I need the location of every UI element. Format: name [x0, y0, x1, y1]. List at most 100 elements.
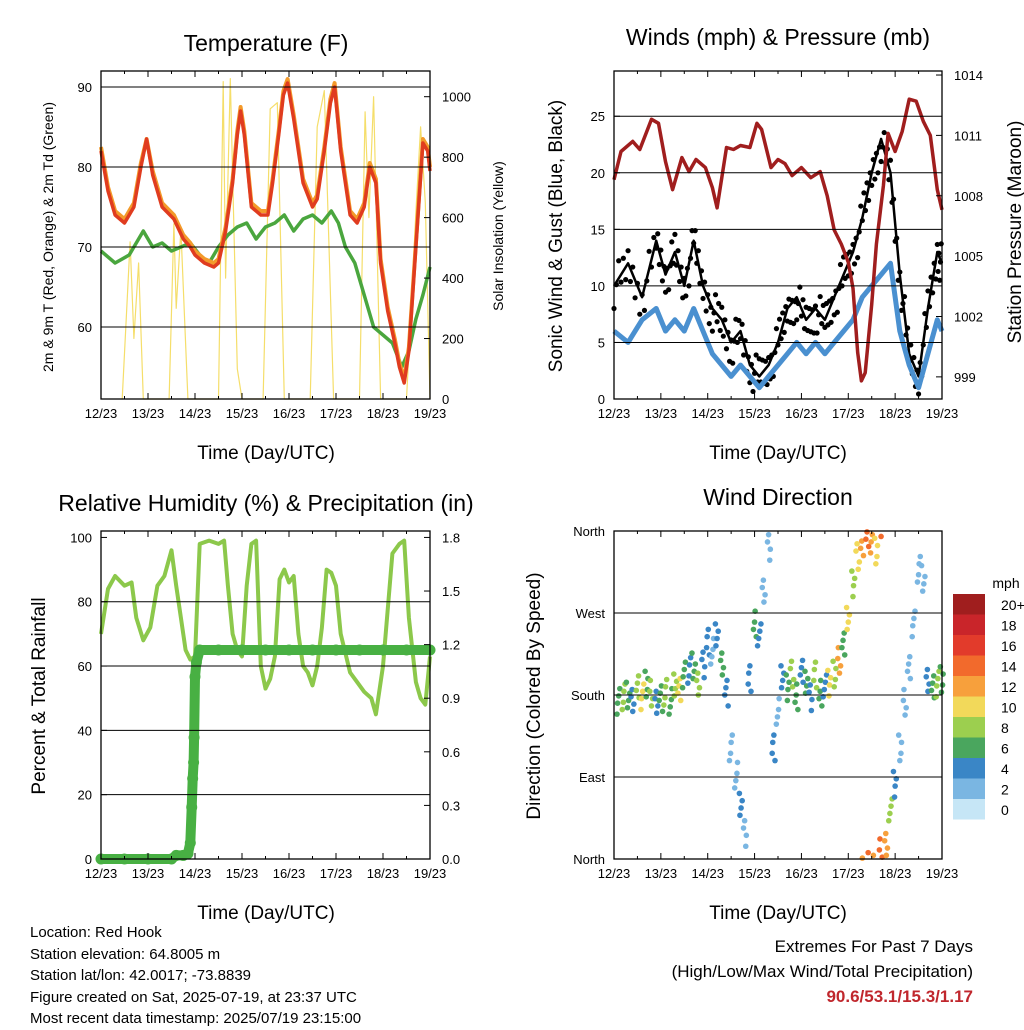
gust-point [669, 239, 675, 245]
direction-point [783, 672, 790, 678]
x-tick-label: 17/23 [832, 866, 865, 881]
direction-point [876, 847, 883, 853]
humidity-xlabel: Time (Day/UTC) [197, 903, 335, 924]
gust-point [700, 295, 706, 302]
gust-point [719, 304, 725, 310]
direction-point [878, 533, 884, 540]
direction-point [841, 652, 848, 658]
direction-point [727, 750, 734, 757]
direction-point [785, 686, 791, 693]
direction-point [792, 699, 798, 706]
direction-point [666, 711, 672, 717]
y-tick-label: West [576, 606, 606, 621]
gust-point [739, 321, 745, 327]
direction-point [733, 777, 739, 784]
direction-point [634, 680, 641, 686]
recent-timestamp: Most recent data timestamp: 2025/07/19 2… [30, 1010, 362, 1027]
gust-point [672, 231, 678, 237]
direction-point [831, 684, 838, 690]
gust-point [817, 293, 823, 300]
direction-point [769, 750, 775, 757]
direction-point [757, 628, 763, 635]
x-tick-label: 15/23 [738, 866, 771, 881]
direction-point [635, 673, 642, 679]
direction-point [802, 668, 808, 675]
direction-point [897, 757, 903, 764]
direction-point [827, 674, 834, 681]
gust-point [776, 316, 783, 322]
gust-point [933, 276, 939, 282]
gust-point [934, 241, 940, 248]
temperature-title: Temperature (F) [184, 30, 349, 56]
legend-title: mph [992, 575, 1019, 591]
direction-point [775, 706, 782, 713]
x-tick-label: 19/23 [926, 406, 959, 421]
direction-point [717, 657, 724, 664]
direction-point [823, 672, 830, 678]
direction-point [694, 670, 701, 676]
direction-point [779, 677, 786, 684]
direction-point [790, 676, 797, 683]
gust-point [666, 287, 672, 293]
y2-tick-label: 1.2 [442, 638, 460, 653]
direction-point [849, 568, 855, 574]
y-tick-label: 20 [78, 788, 92, 803]
direction-point [887, 810, 893, 817]
direction-point [755, 635, 762, 642]
direction-point [812, 659, 819, 665]
gust-point [692, 228, 698, 234]
direction-point [776, 695, 782, 702]
y2-tick-label: 200 [442, 332, 464, 347]
gust-point [716, 300, 722, 307]
direction-point [865, 849, 871, 856]
direction-point [821, 686, 828, 693]
direction-point [670, 671, 677, 677]
direction-point [840, 637, 846, 644]
gust-point [851, 261, 858, 267]
gust-point [623, 277, 629, 283]
gust-point [632, 295, 638, 301]
direction-point [833, 665, 839, 672]
direction-point [936, 668, 942, 675]
direction-point [826, 693, 832, 699]
gust-point [794, 317, 800, 323]
direction-point [795, 706, 801, 713]
direction-point [629, 708, 636, 715]
x-tick-label: 12/23 [85, 406, 118, 421]
x-tick-label: 13/23 [132, 406, 165, 421]
x-tick-label: 18/23 [367, 866, 400, 881]
direction-point [693, 677, 700, 684]
direction-point [615, 693, 622, 699]
direction-point [619, 706, 626, 713]
x-tick-label: 17/23 [320, 866, 353, 881]
station-latlon: Station lat/lon: 42.0017; -73.8839 [30, 967, 252, 984]
x-tick-label: 14/23 [179, 406, 212, 421]
x-tick-label: 14/23 [691, 866, 724, 881]
direction-point [923, 673, 930, 680]
direction-title: Wind Direction [703, 484, 853, 510]
direction-point [736, 790, 743, 797]
direction-point [741, 817, 748, 824]
gust-point [655, 231, 661, 237]
direction-point [830, 658, 836, 665]
extremes-title: Extremes For Past 7 Days [774, 937, 973, 956]
direction-xlabel: Time (Day/UTC) [709, 903, 847, 924]
legend-label: 18 [1001, 618, 1017, 634]
gust-point [791, 320, 797, 327]
legend-label: 14 [1001, 659, 1017, 675]
direction-point [623, 679, 630, 686]
legend-swatch [953, 737, 985, 758]
gust-point [620, 255, 626, 261]
station-elevation: Station elevation: 64.8005 m [30, 945, 221, 963]
pressure-line [612, 97, 944, 383]
direction-point [832, 676, 839, 683]
x-tick-label: 12/23 [598, 406, 631, 421]
gust-point [753, 352, 759, 358]
gust-point [814, 330, 820, 336]
direction-point [918, 562, 925, 569]
direction-point [765, 531, 772, 538]
direction-point [679, 684, 686, 691]
gust-point [709, 328, 716, 334]
direction-point [771, 732, 777, 738]
gust-point [780, 310, 786, 316]
